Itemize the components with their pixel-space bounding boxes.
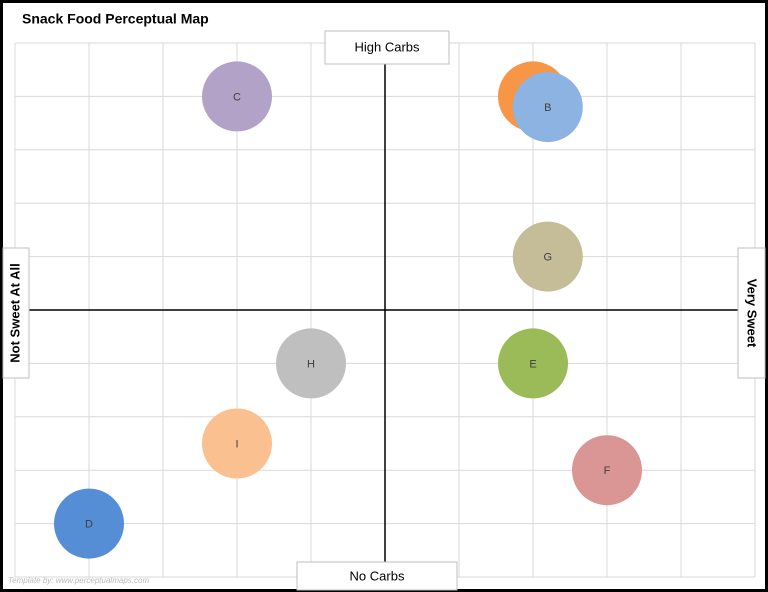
axis-label-box (2, 247, 30, 379)
axis-label-box (324, 30, 450, 65)
bubble-label: B (544, 102, 551, 114)
axes (15, 33, 755, 577)
axis-label: Not Sweet At All (7, 263, 22, 362)
bubble (512, 72, 583, 143)
bubble-label: G (544, 252, 553, 264)
axis-label: Very Sweet (745, 279, 760, 348)
bubble-label: F (604, 465, 611, 477)
bubble (572, 435, 642, 506)
bubble (512, 221, 583, 292)
bubble-label: E (529, 358, 536, 370)
bubble (276, 328, 346, 399)
bubble-label: I (235, 438, 238, 450)
chart-title: Snack Food Perceptual Map (22, 11, 209, 27)
bubble (202, 61, 272, 132)
bubble (54, 488, 124, 559)
bubble-label: C (233, 91, 241, 103)
bubble-label: H (307, 358, 315, 370)
watermark: Template by: www.perceptualmaps.com (8, 576, 149, 585)
bubble (202, 408, 272, 479)
axis-label-box (296, 561, 458, 591)
bubble (498, 328, 568, 399)
bubble-label: D (85, 519, 93, 531)
axis-label: No Carbs (350, 568, 405, 583)
marks: CABGHEIFD (54, 61, 642, 559)
axis-label: High Carbs (354, 39, 420, 54)
axis-label-box (737, 247, 766, 379)
